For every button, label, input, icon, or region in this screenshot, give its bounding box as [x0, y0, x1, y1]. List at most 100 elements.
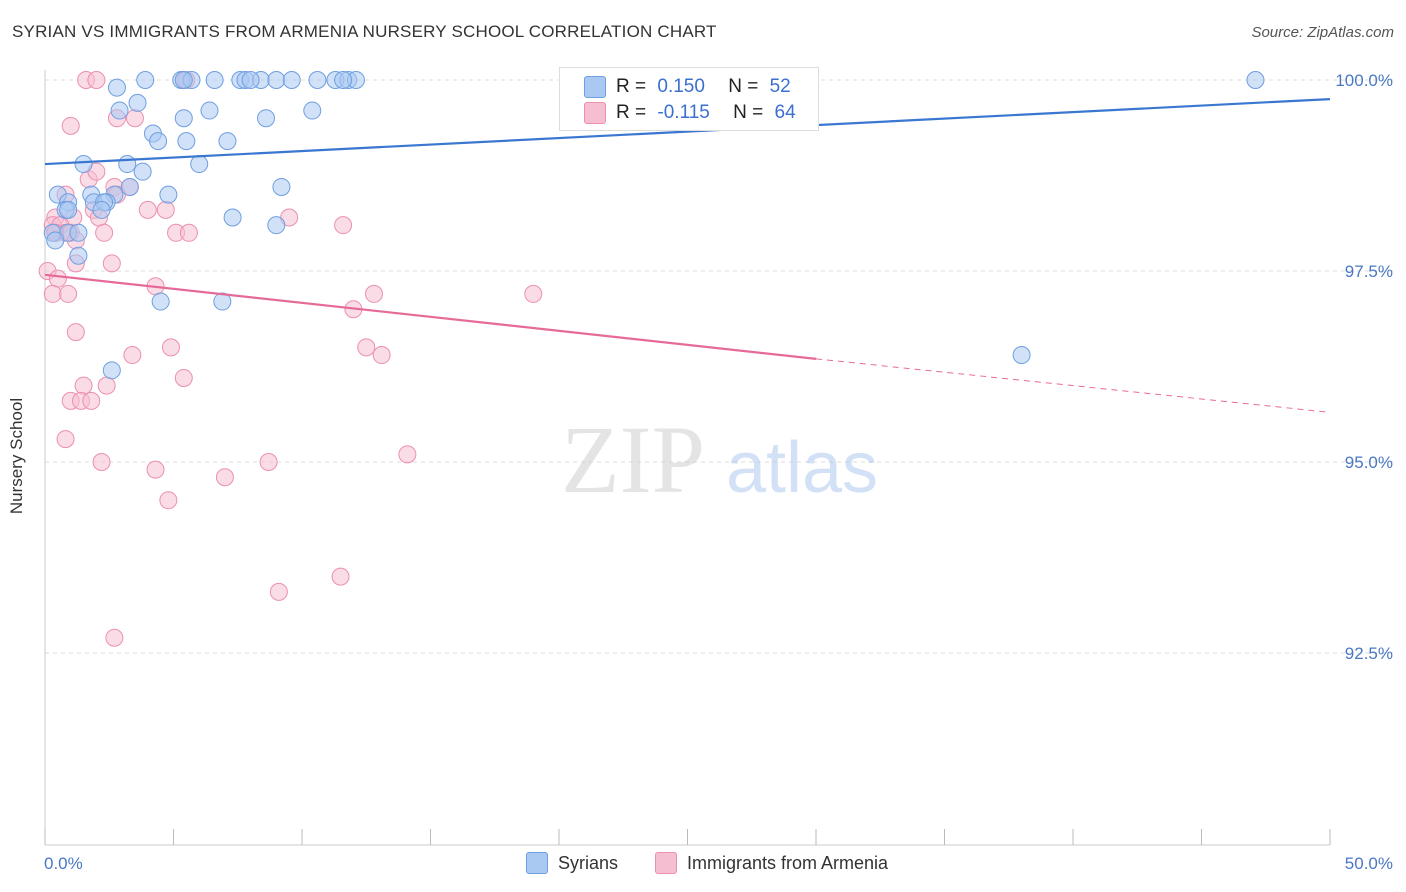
- syrians-point-39: [272, 177, 291, 196]
- chart-title: SYRIAN VS IMMIGRANTS FROM ARMENIA NURSER…: [12, 22, 717, 41]
- watermark-zip: ZIP: [561, 406, 705, 513]
- x-tick-labels: 0.0% 50.0%: [44, 854, 1393, 873]
- syrians-point-32: [190, 155, 209, 174]
- syrians-point-44: [59, 200, 78, 219]
- armenia-point-52: [56, 430, 75, 449]
- armenia-point-18: [156, 200, 175, 219]
- x-tick-label-1: 50.0%: [1345, 854, 1393, 873]
- armenia-point-27: [95, 223, 114, 242]
- syrians-point-46: [223, 208, 242, 227]
- armenia-point-54: [92, 453, 111, 471]
- series-syrians-points: [43, 71, 1265, 380]
- armenia-point-29: [179, 223, 198, 242]
- armenia-point-60: [269, 582, 288, 601]
- legend-swatch-blue: [584, 76, 606, 98]
- syrians-point-27: [177, 132, 196, 151]
- legend-swatch-pink: [584, 102, 606, 124]
- syrians-point-21: [200, 101, 219, 120]
- syrians-point-51: [69, 223, 88, 242]
- legend-r-value-armenia: -0.115: [657, 102, 710, 123]
- trend-lines: [44, 98, 1331, 413]
- legend-n-label: N =: [728, 76, 759, 97]
- syrians-point-45: [92, 200, 111, 219]
- armenia-point-1: [87, 71, 106, 89]
- syrians-point-28: [218, 132, 237, 151]
- legend-n-value-armenia: 64: [774, 102, 796, 123]
- syrians-point-16: [334, 71, 353, 89]
- syrians-point-5: [205, 71, 224, 89]
- syrians-point-12: [308, 71, 327, 89]
- syrians-point-53: [151, 292, 170, 311]
- legend-n-label: N =: [733, 102, 764, 123]
- watermark-atlas: atlas: [726, 428, 878, 508]
- armenia-point-58: [159, 491, 178, 510]
- armenia-point-56: [259, 453, 278, 471]
- syrians-point-23: [257, 109, 276, 128]
- armenia-point-34: [102, 254, 121, 273]
- armenia-point-32: [48, 269, 67, 288]
- armenia-point-47: [74, 376, 93, 395]
- syrians-point-37: [120, 177, 139, 196]
- syrians-point-29: [74, 155, 93, 174]
- syrians-point-4: [174, 71, 193, 89]
- legend-stats: R = 0.150 N = 52 R = -0.115 N = 64: [559, 67, 819, 131]
- legend-item-armenia: Immigrants from Armenia: [655, 852, 888, 874]
- armenia-point-53: [398, 445, 417, 464]
- armenia-point-17: [138, 200, 157, 219]
- syrians-point-30: [118, 155, 137, 174]
- syrians-trend-line: [44, 98, 1331, 166]
- x-tick-label-0: 0.0%: [44, 854, 83, 873]
- syrians-point-9: [241, 71, 260, 89]
- armenia-point-57: [215, 468, 234, 487]
- legend-label-armenia: Immigrants from Armenia: [687, 852, 889, 873]
- legend-row-armenia: R = -0.115 N = 64: [584, 100, 796, 126]
- syrians-point-26: [149, 132, 168, 151]
- armenia-point-48: [97, 376, 116, 395]
- watermark: ZIP atlas: [561, 406, 878, 513]
- armenia-point-43: [357, 338, 376, 357]
- y-tick-labels: 100.0% 97.5% 95.0% 92.5%: [1335, 71, 1393, 663]
- armenia-point-46: [174, 368, 193, 387]
- legend-r-label: R =: [616, 102, 647, 123]
- syrians-point-1: [136, 71, 155, 89]
- armenia-trend-line: [44, 273, 817, 360]
- armenia-point-61: [105, 628, 124, 647]
- legend-swatch-blue: [526, 852, 548, 874]
- syrians-point-22: [174, 109, 193, 128]
- legend-item-syrians: Syrians: [526, 852, 618, 874]
- syrians-point-19: [110, 101, 129, 120]
- y-tick-label-2: 95.0%: [1345, 453, 1393, 472]
- gridlines: [45, 79, 1393, 654]
- armenia-point-51: [82, 391, 101, 410]
- armenia-point-39: [524, 284, 543, 303]
- syrians-point-11: [282, 71, 301, 89]
- armenia-point-59: [331, 567, 350, 586]
- armenia-point-35: [43, 284, 62, 303]
- legend-row-syrians: R = 0.150 N = 52: [584, 74, 791, 100]
- syrians-point-18: [1246, 71, 1265, 89]
- legend-r-label: R =: [616, 76, 647, 97]
- y-tick-label-3: 92.5%: [1345, 644, 1393, 663]
- syrians-point-10: [267, 71, 286, 89]
- armenia-point-42: [161, 338, 180, 357]
- armenia-point-55: [146, 460, 165, 479]
- y-tick-label-0: 100.0%: [1335, 71, 1393, 90]
- syrians-point-0: [107, 78, 126, 97]
- syrians-point-47: [267, 216, 286, 235]
- axes: [44, 70, 1331, 846]
- syrians-point-31: [133, 162, 152, 181]
- syrians-point-55: [102, 361, 121, 380]
- armenia-point-6: [125, 109, 144, 128]
- legend-n-value-syrians: 52: [769, 76, 791, 97]
- syrians-point-56: [1012, 346, 1031, 365]
- syrians-point-24: [303, 101, 322, 120]
- series-armenia-points: [38, 71, 543, 647]
- source-label: Source: ZipAtlas.com: [1251, 24, 1394, 41]
- armenia-point-20: [334, 216, 353, 235]
- armenia-point-45: [123, 346, 142, 365]
- y-tick-label-1: 97.5%: [1345, 262, 1393, 281]
- syrians-point-52: [69, 246, 88, 265]
- legend-swatch-pink: [655, 852, 677, 874]
- armenia-trend-line-dashed: [815, 358, 1331, 413]
